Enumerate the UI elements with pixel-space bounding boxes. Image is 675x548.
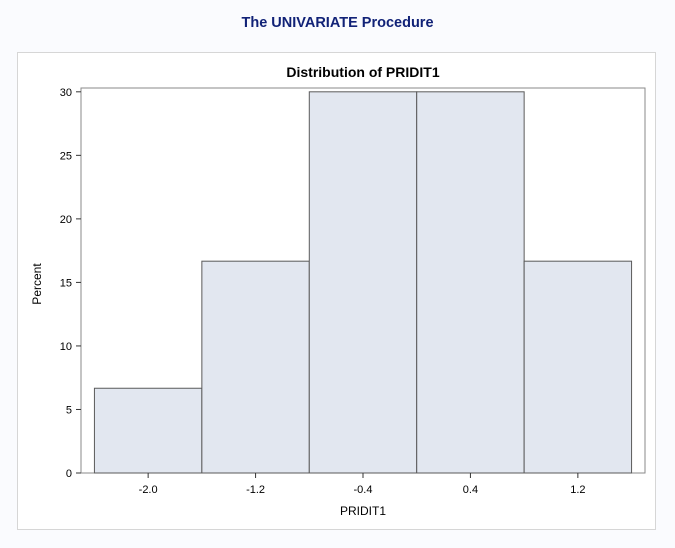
y-tick-label: 30 [60,87,72,99]
histogram-bar-1 [201,260,310,474]
x-tick-label: 0.4 [463,484,478,496]
x-tick-label: -0.4 [354,484,373,496]
y-axis-label: Percent [30,263,44,305]
histogram-bar-4 [523,260,633,474]
procedure-title: The UNIVARIATE Procedure [241,15,434,31]
y-tick-label: 25 [60,150,72,162]
y-tick-label: 5 [66,404,72,416]
y-tick-label: 0 [66,468,72,480]
histogram-bar-0 [93,387,203,474]
x-tick-label: 1.2 [570,484,585,496]
bars-group [93,91,633,474]
histogram-bar-2 [308,91,418,474]
x-axis: -2.0 -1.2 -0.4 0.4 1.2 [139,473,586,496]
histogram-bar-3 [416,91,525,474]
x-tick-label: -2.0 [139,484,158,496]
x-tick-label: -1.2 [246,484,265,496]
y-tick-label: 15 [60,277,72,289]
chart-title: Distribution of PRIDIT1 [286,64,439,80]
y-tick-label: 20 [60,214,72,226]
y-axis: 0 5 10 15 20 25 30 [60,87,81,480]
y-tick-label: 10 [60,341,72,353]
x-axis-label: PRIDIT1 [340,504,386,518]
